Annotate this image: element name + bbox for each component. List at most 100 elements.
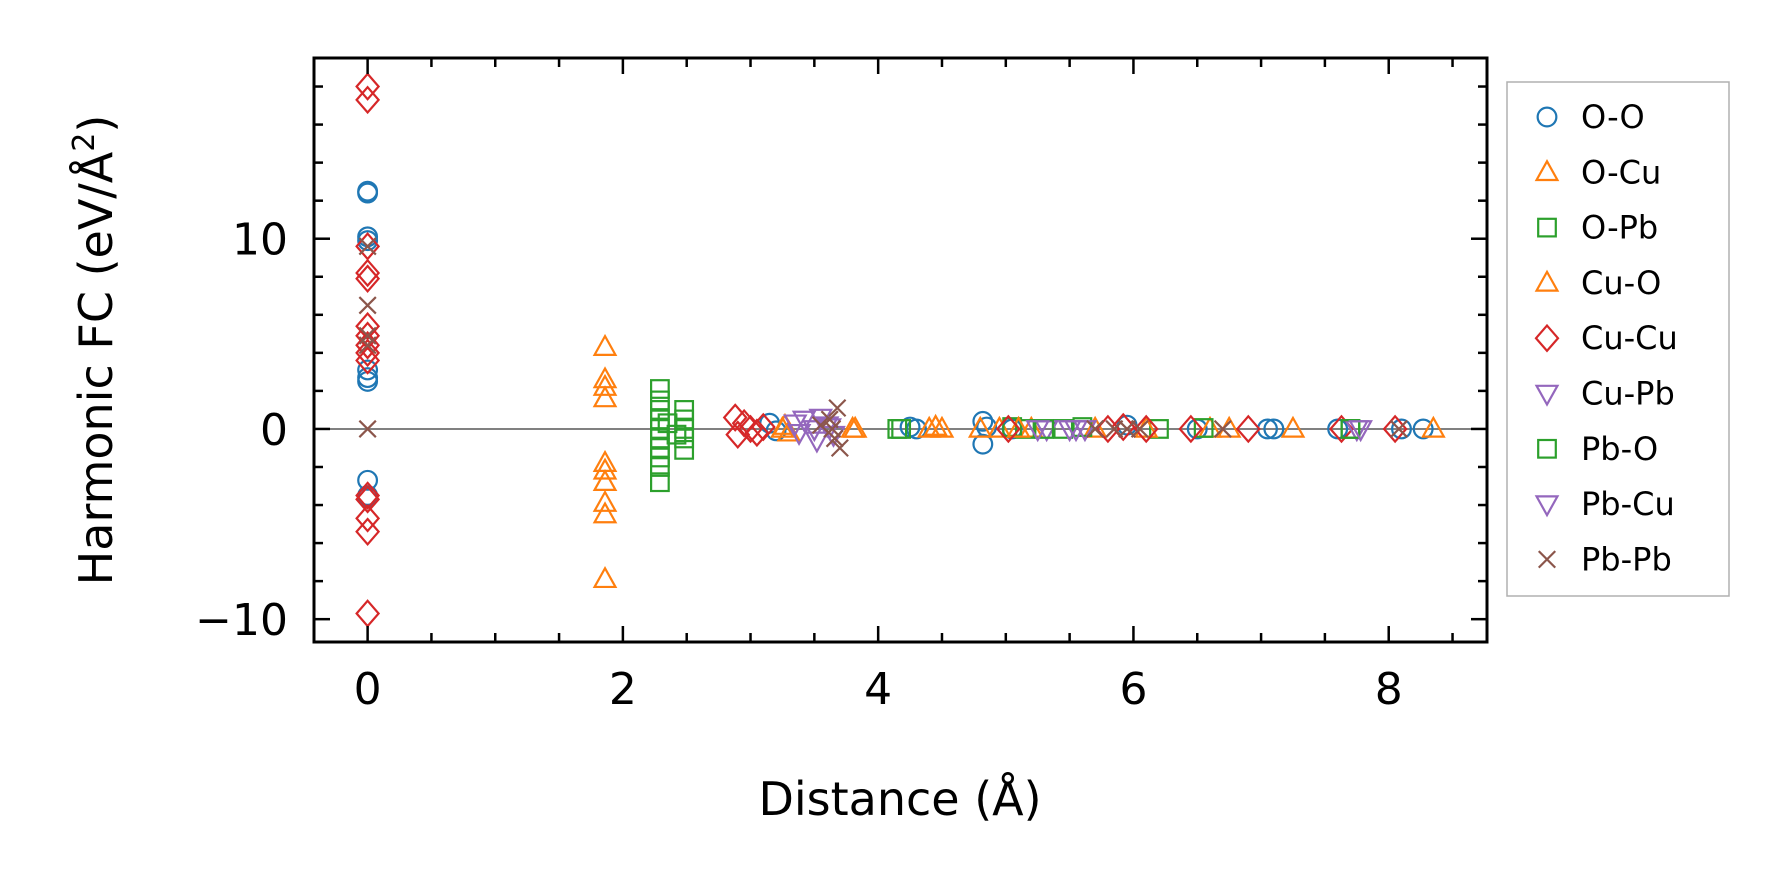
legend-label: Pb-O xyxy=(1581,430,1658,468)
legend-marker-cu-o xyxy=(1534,269,1560,292)
data-point-pb-cu xyxy=(1025,420,1051,443)
legend-marker-o-cu xyxy=(1534,159,1560,182)
tick-labels: 0 2 4 6 8 −10 0 10 xyxy=(195,215,1403,715)
axis-ticks xyxy=(314,58,1487,642)
legend-label: O-Cu xyxy=(1581,153,1661,191)
data-point-o-pb xyxy=(1193,418,1214,438)
data-point-pb-pb xyxy=(830,438,849,457)
data-point-o-o xyxy=(1263,418,1285,440)
data-point-cu-cu xyxy=(355,599,381,628)
data-point-o-cu xyxy=(967,415,993,438)
data-point-o-cu xyxy=(987,415,1012,438)
data-point-o-pb xyxy=(650,379,670,399)
data-point-cu-cu xyxy=(355,346,381,375)
data-point-cu-cu xyxy=(355,330,381,360)
data-point-o-o xyxy=(1391,418,1412,440)
data-point-o-cu xyxy=(592,333,618,356)
data-point-cu-cu xyxy=(995,414,1021,444)
data-point-o-o xyxy=(357,359,379,381)
data-point-o-cu xyxy=(592,489,618,512)
data-point-cu-cu xyxy=(1178,414,1204,444)
data-point-cu-o xyxy=(1006,415,1031,438)
legend-marker-pb-cu xyxy=(1534,495,1560,518)
y-axis-label-superscript: 2 xyxy=(67,133,102,152)
x-tick-label: 6 xyxy=(1119,664,1147,715)
data-point-pb-pb xyxy=(1389,419,1408,438)
legend-marker-cu-pb xyxy=(1534,384,1560,407)
data-point-o-cu xyxy=(592,501,618,524)
data-point-o-pb xyxy=(674,428,695,449)
data-point-cu-cu xyxy=(355,485,381,514)
legend-marker-pb-pb xyxy=(1537,550,1557,569)
data-point-o-cu xyxy=(592,457,618,480)
data-points xyxy=(355,72,1446,628)
data-point-pb-pb xyxy=(1130,419,1149,438)
data-point-cu-cu xyxy=(355,72,381,101)
data-point-cu-cu xyxy=(355,517,381,546)
data-point-pb-pb xyxy=(1105,419,1124,438)
data-point-cu-cu xyxy=(1133,414,1159,444)
x-tick-label: 8 xyxy=(1375,664,1403,715)
data-point-o-pb xyxy=(1149,419,1169,439)
y-axis-label: Harmonic FC (eV/Å2) xyxy=(67,115,123,586)
data-point-pb-cu xyxy=(1348,420,1373,443)
legend-label: O-Pb xyxy=(1581,209,1658,247)
data-point-pb-o xyxy=(666,424,687,445)
legend-label: Pb-Cu xyxy=(1581,485,1675,523)
data-point-cu-cu xyxy=(750,412,776,442)
data-point-o-o xyxy=(357,230,379,252)
data-point-pb-pb xyxy=(1213,419,1232,438)
data-point-o-o xyxy=(357,182,379,204)
data-point-cu-cu xyxy=(1235,414,1261,444)
data-point-o-o xyxy=(972,410,994,432)
x-tick-label: 0 xyxy=(354,664,382,715)
legend-label: Cu-Cu xyxy=(1581,319,1678,357)
data-point-pb-pb xyxy=(828,398,847,418)
data-point-pb-pb xyxy=(358,296,377,315)
legend-label: O-O xyxy=(1581,98,1645,136)
data-point-o-cu xyxy=(592,565,618,589)
y-axis-label-close: ) xyxy=(69,115,123,133)
x-tick-label: 2 xyxy=(609,664,637,715)
data-point-o-pb xyxy=(650,472,670,493)
legend-label: Cu-Pb xyxy=(1581,375,1675,413)
data-point-cu-cu xyxy=(355,481,381,510)
x-axis-label: Distance (Å) xyxy=(758,772,1041,826)
data-point-cu-o xyxy=(923,413,948,436)
data-point-cu-cu xyxy=(355,258,381,288)
data-point-pb-pb xyxy=(358,237,377,256)
data-point-o-cu xyxy=(929,415,955,438)
data-point-o-pb xyxy=(650,457,670,477)
data-point-cu-cu xyxy=(355,338,381,368)
legend-label: Cu-O xyxy=(1581,264,1661,302)
y-tick-label: −10 xyxy=(195,595,288,646)
data-point-cu-cu xyxy=(744,418,770,448)
legend-marker-o-o xyxy=(1536,106,1558,128)
y-axis-label-main: Harmonic FC (eV/Å xyxy=(69,151,123,585)
data-point-cu-cu xyxy=(355,264,381,293)
data-point-o-cu xyxy=(1421,415,1446,438)
data-point-cu-o xyxy=(842,415,868,438)
data-point-cu-pb xyxy=(804,431,830,454)
data-point-o-cu xyxy=(916,415,942,438)
x-tick-label: 4 xyxy=(864,664,892,715)
data-point-pb-cu xyxy=(1063,420,1089,443)
data-point-pb-pb xyxy=(1086,419,1105,438)
data-point-o-pb xyxy=(674,439,695,460)
legend-marker-cu-cu xyxy=(1534,323,1560,353)
data-point-pb-o xyxy=(891,419,912,439)
legend-label: Pb-Pb xyxy=(1581,540,1672,578)
series-cu-cu xyxy=(355,72,1408,628)
data-point-pb-pb xyxy=(1118,419,1137,438)
data-point-o-o xyxy=(357,469,379,491)
data-point-cu-cu xyxy=(738,414,763,444)
y-tick-label: 10 xyxy=(232,215,288,266)
plot-frame xyxy=(312,56,1489,644)
legend-marker-pb-o xyxy=(1537,438,1557,459)
series-pb-pb xyxy=(358,237,1408,457)
legend-items: O-O O-Cu O-Pb Cu-O Cu-Cu Cu-Pb Pb-O Pb-Cu Pb-Pb xyxy=(1534,98,1678,578)
y-tick-label: 0 xyxy=(260,405,288,456)
legend-marker-o-pb xyxy=(1537,217,1557,238)
data-point-cu-cu xyxy=(355,85,381,115)
